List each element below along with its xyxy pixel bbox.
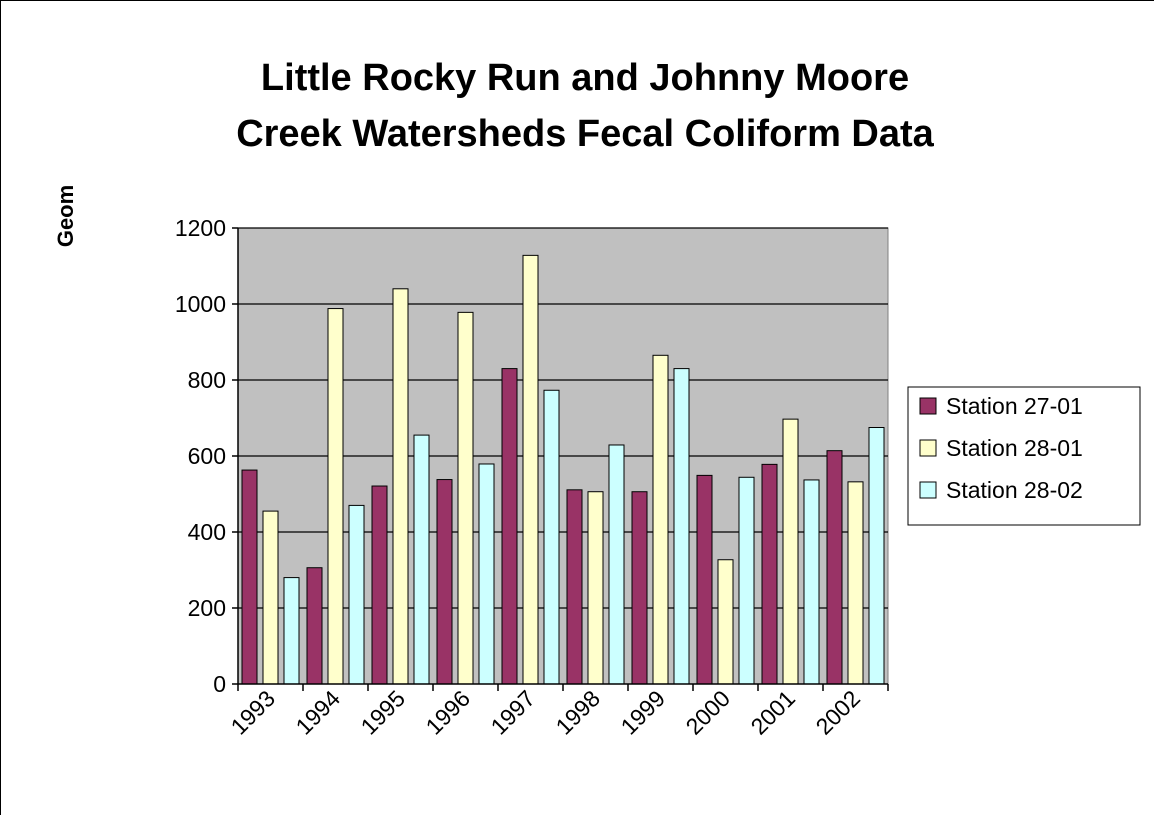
bar-station-28-01-1994 xyxy=(327,308,344,685)
bar-station-28-02-2001 xyxy=(803,479,820,685)
x-tick-label: 2002 xyxy=(810,685,865,740)
x-tick-label: 1993 xyxy=(225,685,280,740)
bar-station-28-02-1997 xyxy=(543,389,560,685)
x-tick-label: 1994 xyxy=(290,685,345,740)
legend-label: Station 28-01 xyxy=(946,435,1083,461)
x-tick-label: 1996 xyxy=(420,685,475,740)
y-tick-label: 600 xyxy=(188,443,226,469)
bar-station-28-01-1998 xyxy=(587,491,604,685)
gridlines xyxy=(238,227,888,609)
legend-swatch xyxy=(919,439,937,457)
bar-station-27-01-1997 xyxy=(501,368,518,685)
bar-station-28-02-1993 xyxy=(283,577,300,685)
x-tick-label: 2001 xyxy=(745,685,800,740)
bar-station-27-01-1994 xyxy=(306,567,323,685)
bar-station-28-01-1993 xyxy=(262,510,279,685)
bar-station-27-01-1999 xyxy=(631,491,648,685)
bar-station-28-02-2000 xyxy=(738,476,755,685)
bar-station-28-01-1999 xyxy=(652,354,669,685)
bar-station-28-01-2002 xyxy=(847,481,864,685)
bar-station-28-01-2001 xyxy=(782,418,799,685)
bar-station-28-01-2000 xyxy=(717,559,734,685)
bar-station-27-01-1996 xyxy=(436,479,453,685)
x-tick-label: 1997 xyxy=(485,685,540,740)
x-tick-label: 1999 xyxy=(615,685,670,740)
bar-station-28-01-1996 xyxy=(457,311,474,685)
bar-station-28-02-1998 xyxy=(608,444,625,685)
y-tick-label: 800 xyxy=(188,367,226,393)
y-tick-label: 1000 xyxy=(175,291,226,317)
bar-station-27-01-2002 xyxy=(826,450,843,685)
bar-station-28-02-1994 xyxy=(348,504,365,685)
y-axis-label: Geom xyxy=(53,185,78,247)
bar-station-28-01-1997 xyxy=(522,254,539,685)
x-tick-label: 1998 xyxy=(550,685,605,740)
axes xyxy=(232,227,889,691)
legend: Station 27-01 Station 28-01 Station 28-02 xyxy=(907,386,1141,526)
bar-station-28-01-1995 xyxy=(392,288,409,685)
legend-box xyxy=(907,386,1141,526)
x-tick-labels: 1993 1994 1995 1996 1997 1998 1999 2000 2001 2002 xyxy=(225,685,865,740)
y-tick-label: 1200 xyxy=(175,215,226,241)
legend-swatch xyxy=(919,481,937,499)
x-tick-label: 1995 xyxy=(355,685,410,740)
bar-station-27-01-1995 xyxy=(371,485,388,685)
y-tick-label: 400 xyxy=(188,519,226,545)
y-tick-labels: 0 200 400 600 800 1000 1200 xyxy=(175,215,226,697)
bar-station-28-02-1995 xyxy=(413,434,430,685)
legend-swatch xyxy=(919,397,937,415)
x-tick-label: 2000 xyxy=(680,685,735,740)
bar-station-27-01-2001 xyxy=(761,463,778,685)
legend-label: Station 27-01 xyxy=(946,393,1083,419)
y-tick-label: 0 xyxy=(213,671,226,697)
bar-station-28-02-2002 xyxy=(868,427,885,685)
bar-station-28-02-1999 xyxy=(673,368,690,685)
legend-label: Station 28-02 xyxy=(946,477,1083,503)
chart-title-line-2: Creek Watersheds Fecal Coliform Data xyxy=(236,113,934,155)
bar-station-28-02-1996 xyxy=(478,463,495,685)
bar-station-27-01-1993 xyxy=(241,469,258,685)
chart-title-line-1: Little Rocky Run and Johnny Moore xyxy=(261,57,909,99)
bar-station-27-01-1998 xyxy=(566,489,583,685)
bars xyxy=(241,254,885,685)
y-tick-label: 200 xyxy=(188,595,226,621)
bar-station-27-01-2000 xyxy=(696,474,713,685)
